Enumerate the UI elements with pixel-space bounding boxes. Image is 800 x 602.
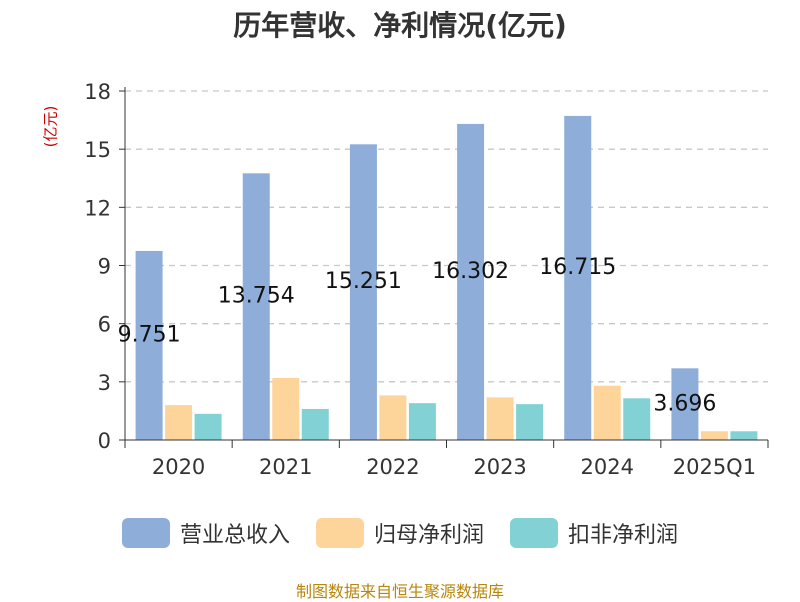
legend-swatch (121, 518, 170, 548)
legend-swatch (510, 518, 558, 548)
y-tick-label: 12 (84, 196, 111, 220)
x-tick-label: 2024 (581, 455, 634, 479)
bar-deducted-net-profit (516, 404, 544, 440)
x-tick-label: 2021 (259, 455, 312, 479)
y-tick-label: 6 (98, 313, 111, 337)
data-label: 3.696 (653, 391, 716, 416)
axes: 0 3 6 9 12 15 18 2020 2021 2022 2023 2024 2025Q1 (84, 80, 769, 479)
legend-swatch (315, 518, 364, 548)
bar-revenue (242, 173, 270, 440)
x-tick-label: 2020 (152, 455, 205, 479)
bar-revenue (349, 144, 377, 440)
chart-title: 历年营收、净利情况(亿元) (233, 9, 567, 42)
x-tick-label: 2023 (473, 455, 526, 479)
bar-deducted-net-profit (194, 413, 222, 440)
bar-deducted-net-profit (730, 431, 758, 440)
bar-deducted-net-profit (301, 408, 329, 440)
y-tick-label: 0 (98, 429, 111, 453)
bar-net-profit (700, 431, 728, 440)
legend: 营业总收入 归母净利润 扣非净利润 (0, 517, 800, 549)
legend-label: 扣非净利润 (568, 523, 679, 548)
data-labels: 9.751 13.754 15.251 16.302 16.715 3.696 (118, 255, 717, 416)
bars (135, 115, 758, 440)
data-label: 16.715 (539, 255, 616, 280)
legend-label: 归母净利润 (373, 523, 484, 548)
bar-revenue (671, 368, 699, 440)
bar-net-profit (486, 397, 514, 440)
legend-item[interactable]: 归母净利润 (315, 517, 484, 549)
y-tick-label: 15 (84, 138, 111, 162)
bar-deducted-net-profit (623, 398, 651, 440)
legend-label: 营业总收入 (179, 523, 290, 548)
y-tick-label: 9 (98, 255, 111, 279)
data-label: 13.754 (218, 284, 295, 309)
y-tick-label: 3 (98, 371, 111, 395)
bar-revenue (564, 115, 592, 440)
legend-item[interactable]: 营业总收入 (121, 517, 290, 549)
y-tick-label: 18 (84, 80, 111, 104)
source-note: 制图数据来自恒生聚源数据库 (295, 582, 504, 601)
bar-net-profit (379, 395, 407, 440)
legend-item[interactable]: 扣非净利润 (510, 517, 678, 549)
x-tick-label: 2025Q1 (673, 455, 756, 479)
x-tick-label: 2022 (366, 455, 419, 479)
bar-revenue (135, 250, 163, 440)
bar-net-profit (593, 385, 621, 440)
bar-revenue (457, 123, 485, 440)
data-label: 16.302 (432, 259, 509, 284)
grid-lines (125, 90, 768, 383)
data-label: 15.251 (325, 269, 402, 294)
data-label: 9.751 (118, 322, 181, 347)
bar-net-profit (165, 405, 193, 440)
bar-deducted-net-profit (408, 403, 436, 440)
bar-net-profit (272, 377, 300, 440)
